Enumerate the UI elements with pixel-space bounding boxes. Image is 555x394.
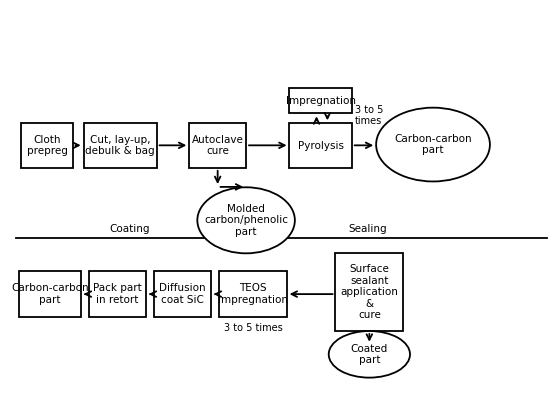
- Text: Carbon-carbon
part: Carbon-carbon part: [394, 134, 472, 155]
- Text: Diffusion
coat SiC: Diffusion coat SiC: [159, 283, 206, 305]
- Ellipse shape: [376, 108, 490, 182]
- FancyBboxPatch shape: [89, 271, 146, 318]
- Text: Carbon-carbon
part: Carbon-carbon part: [11, 283, 88, 305]
- FancyBboxPatch shape: [18, 271, 81, 318]
- FancyBboxPatch shape: [154, 271, 211, 318]
- FancyBboxPatch shape: [21, 123, 73, 168]
- Ellipse shape: [198, 187, 295, 253]
- Ellipse shape: [329, 331, 410, 377]
- Text: Molded
carbon/phenolic
part: Molded carbon/phenolic part: [204, 204, 288, 237]
- FancyBboxPatch shape: [290, 123, 352, 168]
- FancyBboxPatch shape: [84, 123, 157, 168]
- Text: Cut, lay-up,
debulk & bag: Cut, lay-up, debulk & bag: [85, 135, 155, 156]
- Text: Impregnation: Impregnation: [286, 96, 356, 106]
- Text: TEOS
impregnation: TEOS impregnation: [218, 283, 288, 305]
- FancyBboxPatch shape: [335, 253, 403, 331]
- Text: Coating: Coating: [109, 224, 150, 234]
- Text: Coated
part: Coated part: [351, 344, 388, 365]
- Text: Cloth
prepreg: Cloth prepreg: [27, 135, 67, 156]
- FancyBboxPatch shape: [290, 88, 352, 113]
- Text: Pyrolysis: Pyrolysis: [297, 141, 344, 151]
- Text: 3 to 5
times: 3 to 5 times: [355, 105, 384, 126]
- FancyBboxPatch shape: [189, 123, 246, 168]
- Text: Surface
sealant
application
&
cure: Surface sealant application & cure: [340, 264, 398, 320]
- Text: Pack part
in retort: Pack part in retort: [93, 283, 142, 305]
- FancyBboxPatch shape: [219, 271, 287, 318]
- Text: Sealing: Sealing: [349, 224, 387, 234]
- Text: Autoclave
cure: Autoclave cure: [191, 135, 244, 156]
- Text: 3 to 5 times: 3 to 5 times: [224, 323, 282, 333]
